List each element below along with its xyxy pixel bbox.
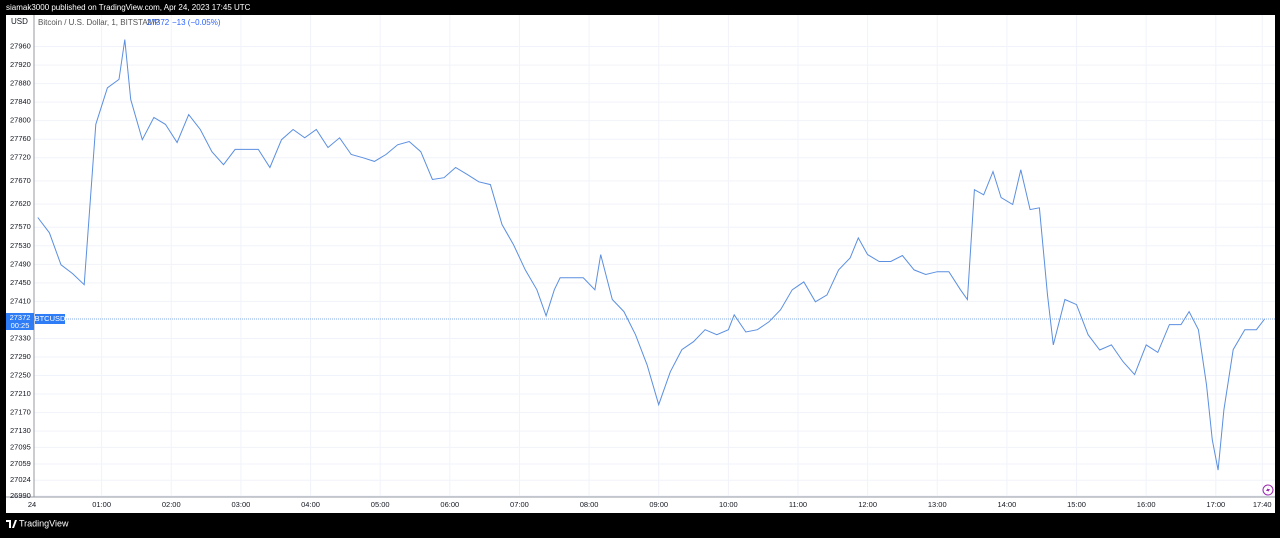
x-tick-label: 10:00 [719, 500, 738, 509]
y-tick-label: 27330 [10, 333, 31, 342]
y-tick-label: 27570 [10, 222, 31, 231]
brand: TradingView [19, 518, 69, 528]
x-tick-label: 15:00 [1067, 500, 1086, 509]
brand-logo [6, 520, 17, 528]
price-tag [6, 312, 34, 330]
x-tick-label: 08:00 [580, 500, 599, 509]
y-axis-label: USD [11, 17, 28, 26]
y-tick-label: 26990 [10, 491, 31, 500]
x-tick-label: 09:00 [649, 500, 668, 509]
change-label: −13 (−0.05%) [172, 18, 221, 27]
publisher-line: siamak3000 published on TradingView.com,… [6, 3, 251, 12]
y-tick-label: 27410 [10, 296, 31, 305]
chart-title: Bitcoin / U.S. Dollar, 1, BITSTAMP [38, 18, 160, 27]
axes: USD 27960 27920 27880 27840 27800 27760 27720 2… [6, 15, 1275, 500]
y-tick-label: 27024 [10, 475, 31, 484]
price-tag-countdown: 00:25 [11, 321, 30, 330]
last-price-label: 27372 [147, 18, 170, 27]
x-tick-label: 05:00 [371, 500, 390, 509]
y-tick-label: 27530 [10, 241, 31, 250]
y-tick-label: 27880 [10, 79, 31, 88]
price-tag-value: 27372 [10, 313, 31, 322]
y-tick-label: 27920 [10, 60, 31, 69]
x-tick-label: 03:00 [232, 500, 251, 509]
x-tick-label: 07:00 [510, 500, 529, 509]
y-tick-label: 27840 [10, 97, 31, 106]
x-tick-label: 14:00 [998, 500, 1017, 509]
y-tick-label: 27490 [10, 259, 31, 268]
x-tick-label: 17:40 [1253, 500, 1272, 509]
x-tick-label: 02:00 [162, 500, 181, 509]
x-tick-label: 01:00 [92, 500, 111, 509]
y-tick-label: 27170 [10, 408, 31, 417]
x-tick-label: 04:00 [301, 500, 320, 509]
price-axis-panel [6, 15, 34, 497]
x-tick-label: 13:00 [928, 500, 947, 509]
y-tick-label: 27290 [10, 352, 31, 361]
x-tick-label: 24 [28, 500, 36, 509]
x-tick-label: 16:00 [1137, 500, 1156, 509]
y-tick-label: 27960 [10, 42, 31, 51]
y-tick-label: 27720 [10, 153, 31, 162]
y-tick-label: 27250 [10, 371, 31, 380]
series-tag [35, 313, 65, 324]
alert-icon[interactable] [1262, 484, 1274, 496]
y-tick-label: 27095 [10, 442, 31, 451]
plot [34, 39, 1275, 471]
y-tick-label: 27059 [10, 459, 31, 468]
y-tick-label: 27670 [10, 176, 31, 185]
price-line [37, 39, 1265, 471]
y-tick-label: 27800 [10, 116, 31, 125]
y-tick-label: 27620 [10, 199, 31, 208]
y-tick-label: 27760 [10, 134, 31, 143]
grid [31, 15, 1275, 497]
x-tick-label: 12:00 [858, 500, 877, 509]
series-tag-label: BTCUSD [35, 314, 66, 323]
x-tick-label: 11:00 [789, 500, 807, 509]
y-tick-label: 27210 [10, 389, 31, 398]
x-tick-label: 06:00 [440, 500, 459, 509]
y-tick-label: 27130 [10, 426, 31, 435]
x-tick-label: 17:00 [1206, 500, 1225, 509]
y-tick-label: 27450 [10, 278, 31, 287]
